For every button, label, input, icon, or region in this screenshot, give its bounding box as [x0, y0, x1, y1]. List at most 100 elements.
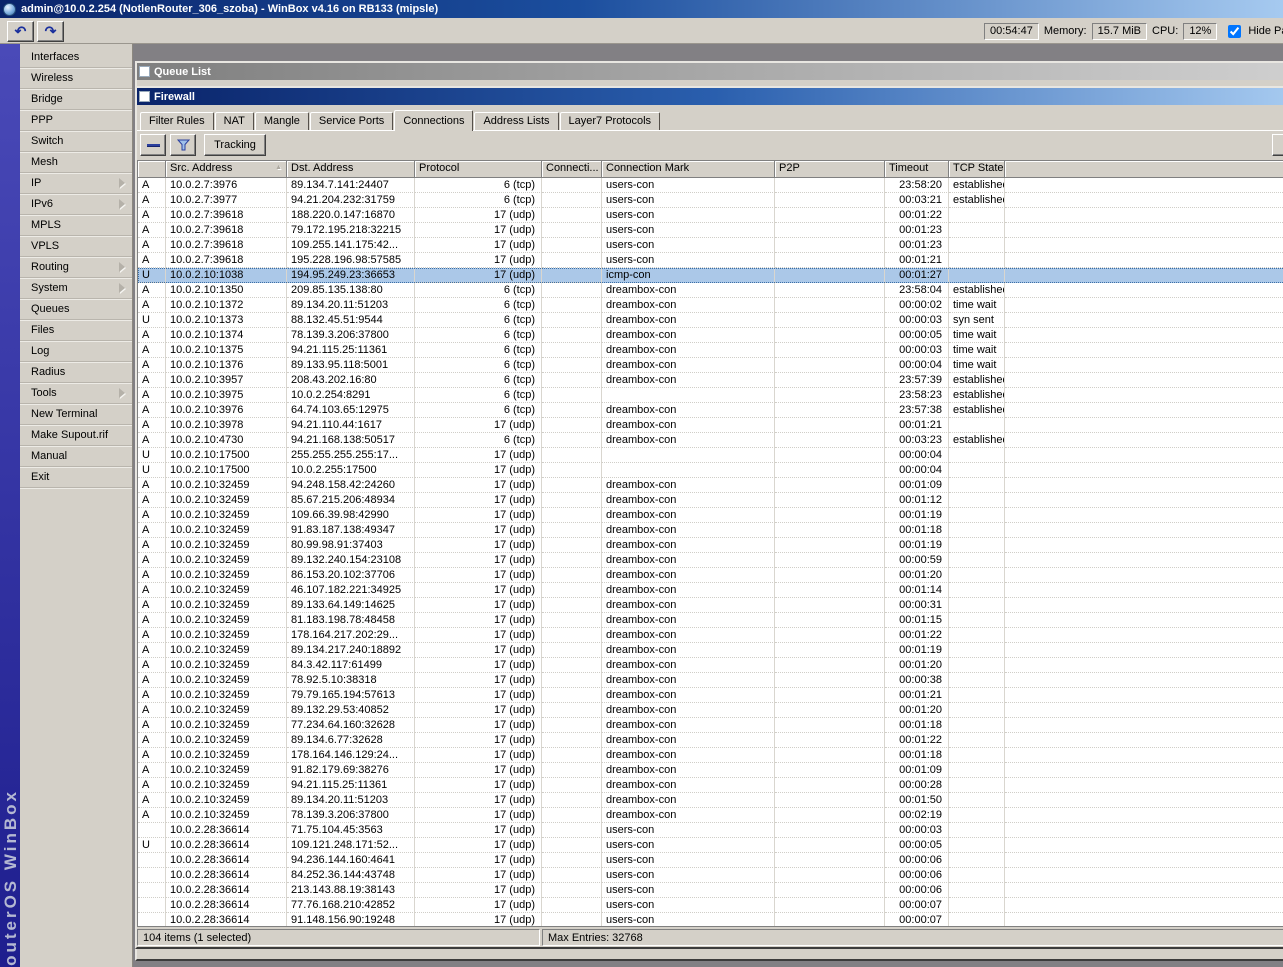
tab-mangle[interactable]: Mangle: [254, 112, 309, 130]
table-row[interactable]: A 10.0.2.10:32459 178.164.146.129:24... 17 …: [138, 748, 1283, 763]
tab-nat[interactable]: NAT: [214, 112, 254, 130]
table-row[interactable]: A 10.0.2.10:32459 46.107.182.221:34925 17 (…: [138, 583, 1283, 598]
table-row[interactable]: A 10.0.2.10:32459 91.83.187.138:49347 17 (u…: [138, 523, 1283, 538]
tracking-button[interactable]: Tracking: [204, 134, 266, 156]
sidebar-item-routing[interactable]: Routing: [20, 257, 132, 278]
sidebar-item-interfaces[interactable]: Interfaces: [20, 47, 132, 68]
table-row[interactable]: A 10.0.2.10:1372 89.134.20.11:51203 6 (tcp)…: [138, 298, 1283, 313]
table-row[interactable]: A 10.0.2.10:32459 178.164.217.202:29... 17 …: [138, 628, 1283, 643]
table-row[interactable]: A 10.0.2.10:32459 89.134.217.240:18892 17 (…: [138, 643, 1283, 658]
table-row[interactable]: 10.0.2.28:36614 213.143.88.19:38143 17 (ud…: [138, 883, 1283, 898]
hide-passwords-checkbox[interactable]: [1228, 24, 1242, 38]
column-header-connecti[interactable]: Connecti...: [542, 161, 602, 178]
table-row[interactable]: 10.0.2.28:36614 77.76.168.210:42852 17 (ud…: [138, 898, 1283, 913]
table-row[interactable]: A 10.0.2.10:32459 80.99.98.91:37403 17 (udp…: [138, 538, 1283, 553]
cell-dst-address: 109.255.141.175:42...: [287, 238, 415, 253]
column-header-p2p[interactable]: P2P: [775, 161, 885, 178]
column-header-dst-address[interactable]: Dst. Address: [287, 161, 415, 178]
sidebar-item-exit[interactable]: Exit: [20, 467, 132, 488]
sidebar-item-vpls[interactable]: VPLS: [20, 236, 132, 257]
table-row[interactable]: A 10.0.2.10:1374 78.139.3.206:37800 6 (tcp)…: [138, 328, 1283, 343]
table-row[interactable]: A 10.0.2.10:3975 10.0.2.254:8291 6 (tcp) 23:…: [138, 388, 1283, 403]
sidebar-item-mesh[interactable]: Mesh: [20, 152, 132, 173]
column-header-tcp-state[interactable]: TCP State: [949, 161, 1005, 178]
sidebar-item-queues[interactable]: Queues: [20, 299, 132, 320]
table-row[interactable]: A 10.0.2.10:3976 64.74.103.65:12975 6 (tcp)…: [138, 403, 1283, 418]
table-row[interactable]: A 10.0.2.10:32459 89.134.20.11:51203 17 (ud…: [138, 793, 1283, 808]
sidebar-item-radius[interactable]: Radius: [20, 362, 132, 383]
sidebar-item-tools[interactable]: Tools: [20, 383, 132, 404]
tab-filter-rules[interactable]: Filter Rules: [140, 112, 214, 130]
undo-button[interactable]: ↶: [7, 21, 34, 42]
table-row[interactable]: A 10.0.2.7:39618 188.220.0.147:16870 17 (ud…: [138, 208, 1283, 223]
table-row[interactable]: A 10.0.2.10:32459 89.133.64.149:14625 17 (u…: [138, 598, 1283, 613]
table-row[interactable]: A 10.0.2.10:32459 86.153.20.102:37706 17 (u…: [138, 568, 1283, 583]
table-row[interactable]: A 10.0.2.10:32459 78.92.5.10:38318 17 (udp)…: [138, 673, 1283, 688]
sidebar-item-label: PPP: [31, 114, 54, 126]
redo-button[interactable]: ↷: [37, 21, 64, 42]
table-row[interactable]: 10.0.2.28:36614 94.236.144.160:4641 17 (ud…: [138, 853, 1283, 868]
remove-connection-button[interactable]: [140, 134, 166, 156]
table-row[interactable]: 10.0.2.28:36614 91.148.156.90:19248 17 (ud…: [138, 913, 1283, 926]
column-header-protocol[interactable]: Protocol: [415, 161, 542, 178]
sidebar-item-switch[interactable]: Switch: [20, 131, 132, 152]
sidebar-item-manual[interactable]: Manual: [20, 446, 132, 467]
tab-layer7-protocols[interactable]: Layer7 Protocols: [559, 112, 661, 130]
table-row[interactable]: A 10.0.2.10:32459 89.132.240.154:23108 17 (…: [138, 553, 1283, 568]
tab-service-ports[interactable]: Service Ports: [309, 112, 394, 130]
sidebar-item-make-supout-rif[interactable]: Make Supout.rif: [20, 425, 132, 446]
cell-protocol: 17 (udp): [415, 718, 542, 733]
sidebar-item-wireless[interactable]: Wireless: [20, 68, 132, 89]
filter-button[interactable]: [170, 134, 196, 156]
sidebar-item-ip[interactable]: IP: [20, 173, 132, 194]
table-row[interactable]: A 10.0.2.7:3977 94.21.204.232:31759 6 (tcp)…: [138, 193, 1283, 208]
table-row[interactable]: A 10.0.2.10:32459 89.134.6.77:32628 17 (udp…: [138, 733, 1283, 748]
table-row[interactable]: A 10.0.2.10:32459 85.67.215.206:48934 17 (u…: [138, 493, 1283, 508]
table-row[interactable]: A 10.0.2.10:32459 89.132.29.53:40852 17 (ud…: [138, 703, 1283, 718]
table-row[interactable]: A 10.0.2.7:39618 109.255.141.175:42... 17 (…: [138, 238, 1283, 253]
table-row[interactable]: U 10.0.2.10:1373 88.132.45.51:9544 6 (tcp) d…: [138, 313, 1283, 328]
table-row[interactable]: A 10.0.2.7:39618 195.228.196.98:57585 17 (u…: [138, 253, 1283, 268]
main-titlebar[interactable]: admin@10.0.2.254 (NotlenRouter_306_szoba…: [0, 0, 1283, 18]
sidebar-item-system[interactable]: System: [20, 278, 132, 299]
sidebar-item-files[interactable]: Files: [20, 320, 132, 341]
table-row[interactable]: A 10.0.2.10:1350 209.85.135.138:80 6 (tcp) d…: [138, 283, 1283, 298]
table-row[interactable]: A 10.0.2.10:3978 94.21.110.44:1617 17 (udp)…: [138, 418, 1283, 433]
partial-button-right-edge[interactable]: [1272, 134, 1283, 156]
sidebar-item-bridge[interactable]: Bridge: [20, 89, 132, 110]
tab-connections[interactable]: Connections: [394, 110, 474, 131]
table-row[interactable]: A 10.0.2.10:32459 94.248.158.42:24260 17 (u…: [138, 478, 1283, 493]
sidebar-item-new-terminal[interactable]: New Terminal: [20, 404, 132, 425]
sidebar-item-ipv6[interactable]: IPv6: [20, 194, 132, 215]
column-header-connection-mark[interactable]: Connection Mark: [602, 161, 775, 178]
table-row[interactable]: A 10.0.2.10:32459 84.3.42.117:61499 17 (udp…: [138, 658, 1283, 673]
column-header-timeout[interactable]: Timeout: [885, 161, 949, 178]
firewall-titlebar[interactable]: Firewall: [137, 88, 1283, 105]
table-row[interactable]: A 10.0.2.10:32459 109.66.39.98:42990 17 (ud…: [138, 508, 1283, 523]
column-header-src-address[interactable]: Src. Address ▲: [166, 161, 287, 178]
table-row[interactable]: A 10.0.2.7:3976 89.134.7.141:24407 6 (tcp) u…: [138, 178, 1283, 193]
table-row[interactable]: A 10.0.2.7:39618 79.172.195.218:32215 17 (u…: [138, 223, 1283, 238]
table-row[interactable]: A 10.0.2.10:1376 89.133.95.118:5001 6 (tcp)…: [138, 358, 1283, 373]
table-row[interactable]: A 10.0.2.10:1375 94.21.115.25:11361 6 (tcp)…: [138, 343, 1283, 358]
tab-address-lists[interactable]: Address Lists: [474, 112, 559, 130]
column-header-flag[interactable]: [138, 161, 166, 178]
table-row[interactable]: U 10.0.2.10:1038 194.95.249.23:36653 17 (ud…: [138, 268, 1283, 283]
table-row[interactable]: 10.0.2.28:36614 71.75.104.45:3563 17 (udp)…: [138, 823, 1283, 838]
table-row[interactable]: A 10.0.2.10:32459 91.82.179.69:38276 17 (ud…: [138, 763, 1283, 778]
table-row[interactable]: A 10.0.2.10:32459 94.21.115.25:11361 17 (ud…: [138, 778, 1283, 793]
table-row[interactable]: A 10.0.2.10:3957 208.43.202.16:80 6 (tcp) dr…: [138, 373, 1283, 388]
sidebar-item-log[interactable]: Log: [20, 341, 132, 362]
table-row[interactable]: 10.0.2.28:36614 84.252.36.144:43748 17 (ud…: [138, 868, 1283, 883]
table-row[interactable]: A 10.0.2.10:32459 79.79.165.194:57613 17 (u…: [138, 688, 1283, 703]
sidebar-item-ppp[interactable]: PPP: [20, 110, 132, 131]
queue-list-titlebar[interactable]: Queue List: [137, 63, 1283, 80]
table-row[interactable]: U 10.0.2.28:36614 109.121.248.171:52... 17 …: [138, 838, 1283, 853]
table-row[interactable]: U 10.0.2.10:17500 10.0.2.255:17500 17 (udp)…: [138, 463, 1283, 478]
table-row[interactable]: A 10.0.2.10:32459 81.183.198.78:48458 17 (u…: [138, 613, 1283, 628]
table-row[interactable]: A 10.0.2.10:32459 78.139.3.206:37800 17 (ud…: [138, 808, 1283, 823]
table-row[interactable]: A 10.0.2.10:32459 77.234.64.160:32628 17 (u…: [138, 718, 1283, 733]
sidebar-item-mpls[interactable]: MPLS: [20, 215, 132, 236]
table-row[interactable]: A 10.0.2.10:4730 94.21.168.138:50517 6 (tcp…: [138, 433, 1283, 448]
table-row[interactable]: U 10.0.2.10:17500 255.255.255.255:17... 17 …: [138, 448, 1283, 463]
